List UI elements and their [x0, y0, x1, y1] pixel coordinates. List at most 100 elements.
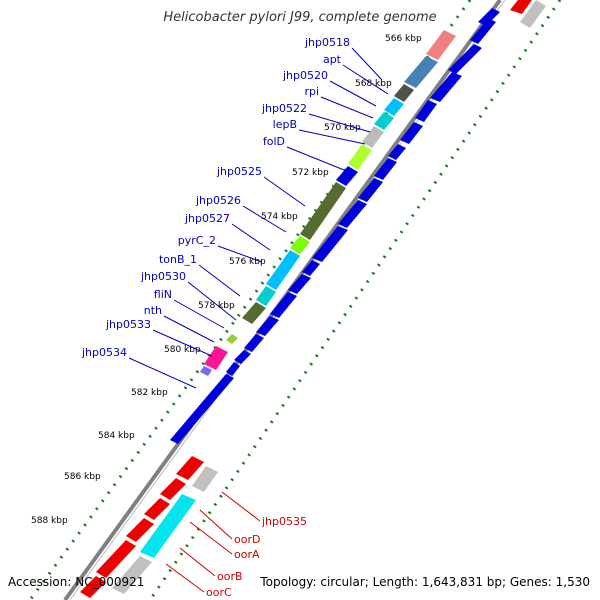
tick-labels: 566 kbp 568 kbp 570 kbp 572 kbp 574 kbp 576 k…	[31, 34, 422, 526]
tick-label: 582 kbp	[131, 388, 168, 398]
gene-leader-line	[165, 563, 205, 593]
gene-box	[362, 126, 384, 148]
gene-box	[300, 182, 346, 240]
gene-label: nth	[144, 304, 162, 317]
gene-leader-line	[217, 245, 263, 263]
gene-label: oorA	[234, 548, 260, 561]
gene-label: jhp0525	[216, 165, 262, 178]
tick-label: 570 kbp	[324, 123, 361, 133]
gene-leader-line	[263, 176, 306, 207]
gene-arrow	[338, 200, 367, 228]
gene-label: jhp0527	[184, 212, 230, 225]
genome-summary: Topology: circular; Length: 1,643,831 bp…	[260, 575, 590, 589]
gene-arrow	[244, 334, 264, 352]
gene-arrow	[226, 362, 240, 376]
gene-label: jhp0518	[304, 36, 350, 49]
gene-arrow	[176, 456, 204, 480]
gene-leader-line	[128, 357, 197, 389]
gene-arrow	[80, 576, 106, 598]
gene-box	[520, 0, 546, 28]
gene-box	[426, 30, 456, 60]
gene-box	[266, 250, 300, 290]
gene-box	[404, 56, 438, 88]
gene-leader-line	[320, 96, 374, 119]
gene-label: jhp0535	[261, 515, 307, 528]
gene-box	[204, 346, 228, 370]
gene-box	[290, 236, 310, 254]
forward-strand-track	[170, 8, 500, 444]
gene-label: oorC	[206, 586, 232, 599]
gene-label: folD	[263, 135, 285, 148]
reverse-strand-track	[80, 0, 532, 598]
gene-arrow	[415, 100, 437, 122]
gene-arrow	[388, 144, 406, 160]
tick-label: 572 kbp	[292, 168, 329, 178]
gene-arrow	[478, 8, 500, 26]
gene-leader-line	[198, 264, 241, 297]
gene-leader-line	[242, 205, 287, 233]
gene-arrow	[374, 158, 397, 180]
gene-leader-line	[163, 315, 215, 343]
gene-label: pyrC_2	[178, 234, 216, 247]
gene-leader-line	[179, 547, 216, 577]
gene-arrow	[256, 316, 279, 336]
tick-label: 584 kbp	[98, 431, 135, 441]
gene-box	[200, 366, 212, 376]
tick-label: 588 kbp	[31, 516, 68, 526]
gene-box	[256, 286, 276, 306]
gene-label: jhp0520	[282, 69, 328, 82]
gene-label: oorB	[217, 570, 243, 583]
gene-label: rpi	[304, 85, 319, 98]
gene-leader-line	[187, 281, 237, 321]
gene-arrow	[358, 178, 383, 202]
gene-arrow	[510, 0, 532, 14]
gene-label: lepB	[273, 118, 297, 131]
tick-label: 586 kbp	[64, 472, 101, 482]
gene-leaders	[128, 47, 389, 593]
gene-label: apt	[323, 53, 342, 66]
gene-leader-line	[286, 146, 345, 171]
gene-box	[394, 84, 414, 102]
gene-leader-line	[342, 64, 389, 95]
tick-label: 576 kbp	[229, 257, 266, 267]
gene-box	[336, 166, 358, 186]
tick-label: 568 kbp	[355, 79, 392, 89]
tick-label: 578 kbp	[198, 301, 235, 311]
gene-arrow	[288, 274, 311, 294]
gene-arrow	[430, 72, 462, 102]
gene-box	[192, 466, 218, 492]
gene-box	[374, 112, 394, 130]
gene-label: jhp0533	[105, 318, 151, 331]
gene-leader-line	[351, 47, 383, 81]
gene-arrow	[144, 498, 170, 520]
gene-arrow	[234, 350, 251, 364]
gene-box	[140, 494, 196, 558]
gene-label: jhp0530	[140, 270, 186, 283]
gene-label: jhp0522	[261, 102, 307, 115]
tick-label: 580 kbp	[164, 345, 201, 355]
gene-box	[242, 302, 266, 324]
gene-arrow	[400, 122, 423, 144]
tick-label: 566 kbp	[385, 34, 422, 44]
gene-label: oorD	[234, 533, 260, 546]
gene-leader-line	[221, 491, 261, 522]
gene-label: fliN	[154, 288, 172, 301]
gene-leader-line	[298, 129, 366, 145]
gene-arrow	[96, 540, 136, 578]
gene-leader-line	[199, 509, 233, 540]
gene-leader-line	[329, 80, 377, 107]
gene-leader-line	[173, 299, 225, 329]
inner-dotted-track	[148, 0, 562, 600]
forward-colored-track	[200, 30, 456, 376]
gene-box	[384, 98, 404, 116]
reverse-colored-track	[112, 0, 546, 594]
gene-leader-line	[231, 223, 271, 251]
gene-box	[226, 334, 238, 344]
gene-leader-line	[189, 521, 233, 555]
gene-arrow	[312, 226, 348, 262]
gene-leader-line	[308, 113, 371, 133]
gene-arrow	[302, 260, 320, 276]
gene-label: jhp0526	[195, 194, 241, 207]
tick-label: 574 kbp	[261, 212, 298, 222]
